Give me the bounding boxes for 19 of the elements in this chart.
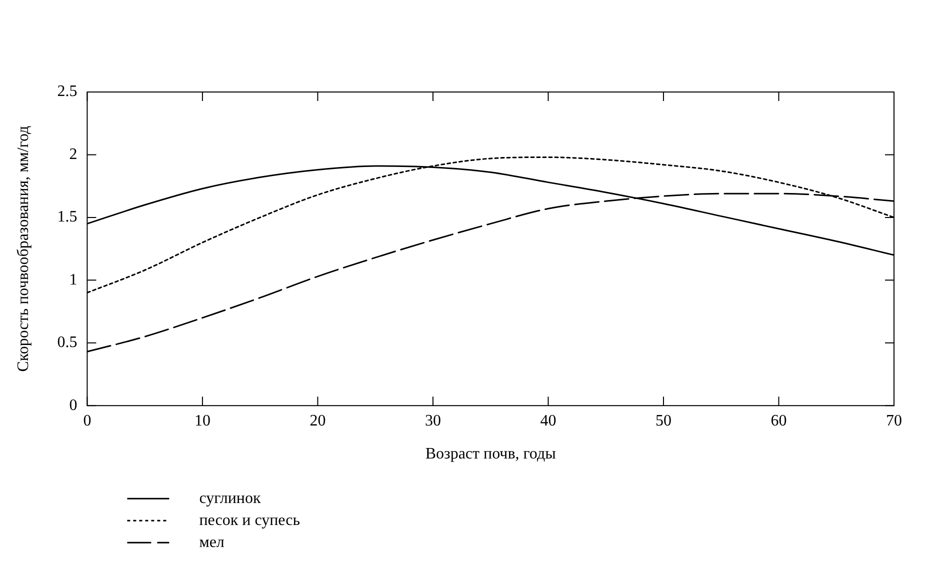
x-tick-label: 0 (83, 412, 92, 430)
x-tick-label: 20 (310, 412, 326, 430)
x-tick-label: 70 (886, 412, 902, 430)
y-tick-label: 2.5 (57, 83, 78, 100)
y-tick-label: 1.5 (57, 208, 78, 226)
x-axis-title: Возраст почв, годы (425, 446, 556, 463)
x-tick-label: 40 (540, 412, 556, 430)
x-tick-label: 10 (194, 412, 210, 430)
x-tick-label: 60 (770, 412, 787, 430)
legend-label: песок и супесь (199, 512, 300, 529)
legend-label: суглинок (199, 490, 261, 507)
y-axis-title: Скорость почвообразования, мм/год (14, 126, 32, 372)
x-tick-label: 50 (655, 412, 672, 430)
y-tick-label: 2 (69, 146, 78, 163)
legend-label: мел (199, 534, 224, 551)
y-tick-label: 0.5 (57, 334, 78, 352)
y-tick-label: 0 (69, 396, 78, 414)
x-tick-label: 30 (424, 412, 441, 430)
y-tick-label: 1 (69, 271, 78, 288)
